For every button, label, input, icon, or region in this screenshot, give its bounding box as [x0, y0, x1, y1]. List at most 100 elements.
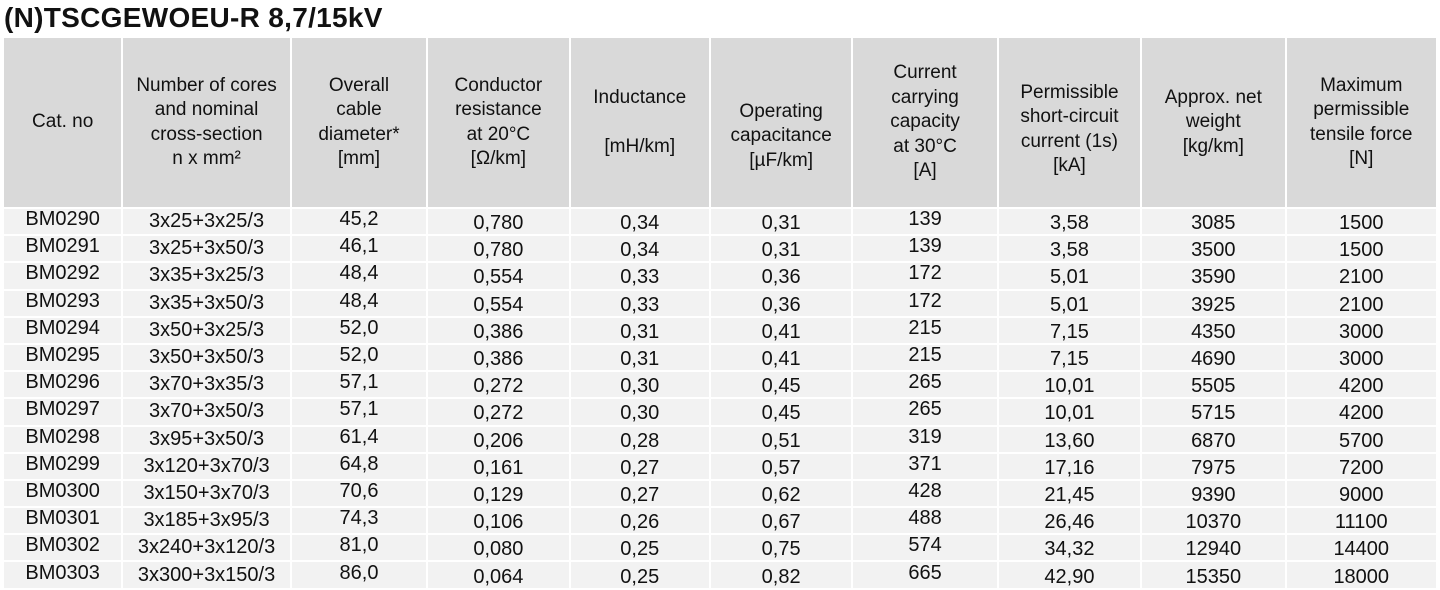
inductance-cell: 0,25: [570, 535, 709, 561]
resistance-cell: 0,272: [428, 399, 569, 425]
cell-value: 665: [908, 561, 942, 584]
cell-value: BM0296: [25, 371, 100, 394]
capacitance-cell: 0,45: [710, 399, 852, 425]
cross-section-cell: 3x70+3x35/3: [123, 372, 290, 398]
inductance-cell: 0,31: [570, 344, 709, 371]
col-header: Cat. no: [4, 38, 122, 207]
tensile-force-cell: 3000: [1286, 344, 1436, 371]
cross-section-cell: 3x150+3x70/3: [123, 480, 290, 507]
cell-value: 0,31: [620, 320, 660, 343]
cell-value: BM0292: [25, 262, 100, 285]
cell-value: 0,31: [761, 239, 801, 262]
table-row: BM0298 3x95+3x50/3 61,4 0,206 0,28 0,51 319 13,…: [4, 425, 1436, 452]
table-row: BM0297 3x70+3x50/3 57,1 0,272 0,30 0,45 265 10,…: [4, 398, 1436, 425]
cell-value: 17,16: [1044, 456, 1095, 479]
cell-value: 0,82: [761, 565, 801, 588]
cell-value: 0,36: [761, 266, 801, 289]
weight-cell: 10370: [1142, 508, 1285, 534]
cell-value: 0,272: [473, 375, 524, 398]
short-circuit-cell: 10,01: [998, 372, 1141, 398]
cell-value: 0,33: [620, 293, 660, 316]
cell-value: 6870: [1191, 429, 1236, 452]
cell-value: 26,46: [1044, 511, 1095, 534]
cat-no-cell: BM0297: [4, 398, 122, 425]
cell-value: 2100: [1339, 293, 1384, 316]
capacitance-cell: 0,62: [710, 480, 852, 507]
tensile-force-cell: 2100: [1286, 263, 1436, 289]
current-capacity-cell: 488: [853, 507, 997, 534]
cat-no-cell: BM0294: [4, 317, 122, 343]
inductance-cell: 0,30: [570, 372, 709, 398]
cell-value: 0,27: [620, 483, 660, 506]
table-row: BM0293 3x35+3x50/3 48,4 0,554 0,33 0,36 172 5,0…: [4, 289, 1436, 316]
cell-value: 0,30: [620, 402, 660, 425]
cell-value: 0,25: [620, 538, 660, 561]
short-circuit-cell: 7,15: [998, 317, 1141, 343]
cell-value: 74,3: [339, 507, 379, 530]
cell-value: 5,01: [1049, 266, 1089, 289]
cell-value: 57,1: [339, 371, 379, 394]
cell-value: 10,01: [1044, 402, 1095, 425]
cell-value: 7,15: [1049, 320, 1089, 343]
diameter-cell: 45,2: [291, 208, 427, 235]
cell-value: 0,45: [761, 402, 801, 425]
capacitance-cell: 0,57: [710, 453, 852, 479]
col-header: Permissible short-circuit current (1s) [kA]: [998, 38, 1141, 207]
current-capacity-cell: 139: [853, 235, 997, 262]
inductance-cell: 0,34: [570, 209, 709, 235]
col-header: Inductance [mH/km]: [570, 38, 709, 207]
cell-value: 0,206: [473, 429, 524, 452]
cell-value: 70,6: [339, 479, 379, 502]
cell-value: 13,60: [1044, 429, 1095, 452]
cell-value: 81,0: [339, 534, 379, 557]
cell-value: 4200: [1339, 375, 1384, 398]
cell-value: 3925: [1191, 293, 1236, 316]
table-row: BM0299 3x120+3x70/3 64,8 0,161 0,27 0,57 371 17…: [4, 453, 1436, 479]
cell-value: 3085: [1191, 212, 1236, 235]
short-circuit-cell: 3,58: [998, 209, 1141, 235]
cat-no-cell: BM0296: [4, 371, 122, 398]
cell-value: BM0298: [25, 425, 100, 448]
cell-value: 4690: [1191, 348, 1236, 371]
inductance-cell: 0,33: [570, 263, 709, 289]
weight-cell: 5505: [1142, 372, 1285, 398]
short-circuit-cell: 10,01: [998, 399, 1141, 425]
cell-value: 57,1: [339, 398, 379, 421]
inductance-cell: 0,25: [570, 562, 709, 588]
cell-value: BM0290: [25, 208, 100, 231]
diameter-cell: 64,8: [291, 453, 427, 479]
inductance-cell: 0,28: [570, 426, 709, 452]
current-capacity-cell: 172: [853, 262, 997, 289]
cell-value: 3000: [1339, 348, 1384, 371]
cell-value: 10,01: [1044, 375, 1095, 398]
cell-value: 1500: [1339, 212, 1384, 235]
table-title: (N)TSCGEWOEU-R 8,7/15kV: [4, 2, 383, 33]
capacitance-cell: 0,67: [710, 508, 852, 534]
current-capacity-cell: 265: [853, 371, 997, 398]
inductance-cell: 0,27: [570, 480, 709, 507]
diameter-cell: 70,6: [291, 479, 427, 507]
cat-no-cell: BM0291: [4, 235, 122, 262]
cross-section-cell: 3x50+3x25/3: [123, 317, 290, 343]
cell-value: 7200: [1339, 456, 1384, 479]
short-circuit-cell: 21,45: [998, 480, 1141, 507]
cell-value: 3x25+3x50/3: [149, 237, 265, 260]
cell-value: 14400: [1333, 538, 1390, 561]
cross-section-cell: 3x35+3x50/3: [123, 290, 290, 316]
cell-value: 21,45: [1044, 483, 1095, 506]
table-row: BM0295 3x50+3x50/3 52,0 0,386 0,31 0,41 215 7,1…: [4, 344, 1436, 371]
cell-value: 3x120+3x70/3: [143, 454, 270, 477]
resistance-cell: 0,161: [428, 453, 569, 479]
cell-value: 0,67: [761, 511, 801, 534]
resistance-cell: 0,386: [428, 317, 569, 343]
cell-value: 5,01: [1049, 293, 1089, 316]
capacitance-cell: 0,51: [710, 426, 852, 452]
cell-value: 0,34: [620, 212, 660, 235]
cell-value: 0,064: [473, 565, 524, 588]
cross-section-cell: 3x240+3x120/3: [123, 535, 290, 561]
cell-value: 0,41: [761, 348, 801, 371]
cell-value: 3x50+3x25/3: [149, 318, 265, 341]
cell-value: 0,106: [473, 511, 524, 534]
capacitance-cell: 0,75: [710, 535, 852, 561]
cell-value: 172: [908, 289, 942, 312]
